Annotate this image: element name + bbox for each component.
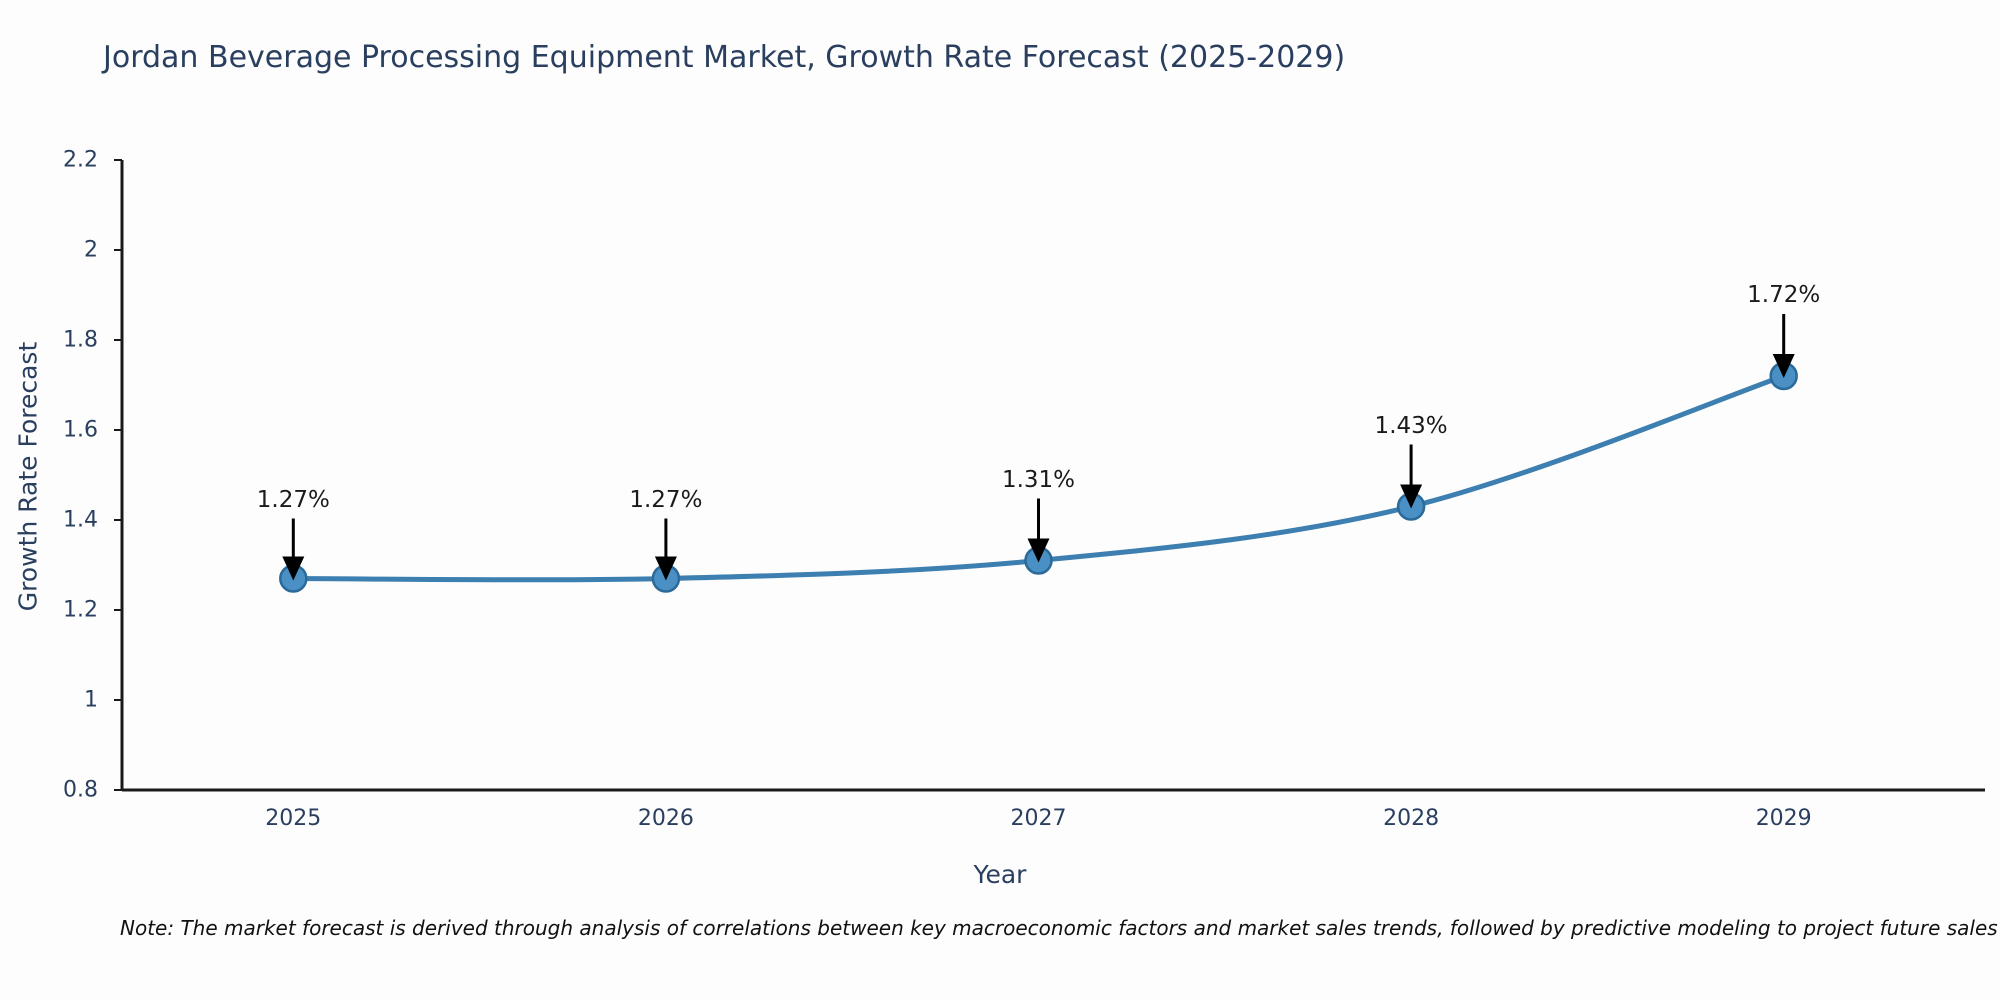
x-axis-title: Year [973,860,1027,889]
y-axis-tick-label: 1.4 [63,507,98,533]
x-axis-tick-label: 2029 [1755,806,1812,831]
x-axis-tick-label: 2026 [637,806,694,831]
data-point-markers [279,361,1798,593]
footer-note: Note: The market forecast is derived thr… [120,916,1998,940]
annotation-arrow-head [1027,538,1050,563]
annotation-arrow-head [282,556,305,581]
y-axis-tick-label: 1.8 [63,327,98,353]
x-axis-tick-label: 2027 [1010,806,1067,831]
data-point-label: 1.27% [256,486,330,513]
data-point-label: 1.43% [1374,412,1448,439]
data-point-label: 1.72% [1747,282,1821,308]
annotation-arrow-head [654,556,677,581]
annotation-arrow-head [1772,354,1795,378]
y-axis-tick-label: 0.8 [63,777,98,803]
chart-title: Jordan Beverage Processing Equipment Mar… [103,40,1346,75]
x-axis-tick-label: 2025 [265,806,322,831]
y-axis-tick-label: 2.2 [63,147,98,173]
data-point-label: 1.31% [1001,466,1076,493]
y-axis-tick-label: 1.6 [63,417,98,443]
y-axis-tick-label: 2 [84,237,98,263]
data-point-label: 1.27% [629,486,703,513]
annotation-arrow-head [1400,484,1423,509]
y-axis-tick-label: 1.2 [63,597,98,623]
x-axis-tick-label: 2028 [1383,806,1440,831]
y-axis-tick-label: 1 [84,687,98,713]
annotation-arrows [282,314,1795,581]
